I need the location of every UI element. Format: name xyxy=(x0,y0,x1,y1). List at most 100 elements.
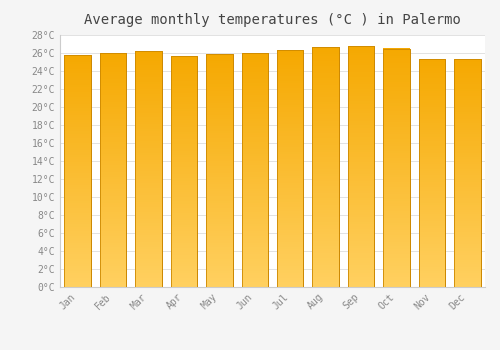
Bar xyxy=(170,162,197,164)
Bar xyxy=(454,241,480,244)
Bar xyxy=(242,219,268,222)
Bar xyxy=(206,70,233,72)
Bar xyxy=(136,91,162,94)
Bar xyxy=(418,100,445,103)
Bar xyxy=(277,195,303,197)
Bar xyxy=(418,148,445,150)
Bar xyxy=(312,83,339,85)
Bar xyxy=(206,208,233,210)
Bar xyxy=(418,105,445,107)
Bar xyxy=(383,201,409,203)
Bar xyxy=(170,146,197,148)
Bar xyxy=(206,222,233,224)
Bar xyxy=(277,157,303,159)
Bar xyxy=(454,148,480,150)
Bar xyxy=(206,110,233,112)
Bar xyxy=(277,192,303,195)
Bar xyxy=(100,203,126,205)
Bar xyxy=(64,87,91,90)
Bar xyxy=(170,259,197,261)
Bar xyxy=(100,86,126,88)
Bar xyxy=(383,77,409,79)
Bar xyxy=(277,50,303,287)
Bar xyxy=(383,89,409,91)
Bar xyxy=(100,238,126,240)
Bar xyxy=(418,59,445,62)
Bar xyxy=(136,68,162,70)
Bar xyxy=(383,58,409,61)
Bar xyxy=(206,159,233,161)
Bar xyxy=(206,142,233,145)
Bar xyxy=(312,112,339,114)
Bar xyxy=(312,179,339,181)
Bar xyxy=(100,90,126,93)
Bar xyxy=(170,201,197,204)
Bar xyxy=(170,134,197,136)
Bar xyxy=(454,237,480,239)
Bar xyxy=(383,282,409,285)
Bar xyxy=(348,224,374,227)
Bar xyxy=(348,200,374,203)
Bar xyxy=(100,247,126,250)
Bar xyxy=(454,134,480,137)
Bar xyxy=(312,47,339,49)
Bar xyxy=(242,119,268,121)
Bar xyxy=(64,275,91,278)
Bar xyxy=(136,268,162,271)
Bar xyxy=(64,180,91,182)
Bar xyxy=(64,236,91,238)
Bar xyxy=(383,103,409,106)
Bar xyxy=(100,149,126,151)
Bar xyxy=(242,81,268,83)
Bar xyxy=(170,218,197,220)
Bar xyxy=(206,112,233,114)
Bar xyxy=(312,217,339,220)
Bar xyxy=(277,218,303,221)
Bar xyxy=(170,208,197,211)
Bar xyxy=(206,96,233,98)
Bar xyxy=(170,227,197,229)
Bar xyxy=(206,107,233,110)
Bar xyxy=(312,150,339,153)
Bar xyxy=(64,111,91,113)
Bar xyxy=(312,145,339,148)
Bar xyxy=(242,175,268,177)
Bar xyxy=(170,104,197,107)
Bar xyxy=(206,91,233,93)
Bar xyxy=(64,210,91,213)
Bar xyxy=(206,245,233,247)
Bar xyxy=(170,120,197,123)
Bar xyxy=(454,146,480,148)
Bar xyxy=(136,148,162,150)
Bar xyxy=(277,181,303,183)
Bar xyxy=(454,66,480,68)
Bar xyxy=(100,53,126,287)
Bar xyxy=(242,168,268,170)
Bar xyxy=(454,59,480,287)
Bar xyxy=(383,111,409,113)
Bar xyxy=(454,171,480,173)
Bar xyxy=(170,248,197,250)
Bar xyxy=(348,244,374,246)
Bar xyxy=(206,114,233,117)
Bar xyxy=(206,131,233,133)
Bar xyxy=(170,273,197,275)
Bar xyxy=(136,249,162,252)
Bar xyxy=(242,236,268,238)
Bar xyxy=(206,93,233,96)
Bar xyxy=(383,216,409,218)
Bar xyxy=(64,259,91,261)
Bar xyxy=(277,64,303,67)
Bar xyxy=(170,183,197,185)
Bar xyxy=(206,168,233,170)
Bar xyxy=(312,109,339,112)
Bar xyxy=(277,244,303,247)
Bar xyxy=(348,260,374,263)
Bar xyxy=(348,135,374,138)
Bar xyxy=(348,205,374,208)
Bar xyxy=(206,126,233,128)
Bar xyxy=(277,57,303,60)
Bar xyxy=(242,105,268,107)
Bar xyxy=(383,228,409,230)
Bar xyxy=(242,67,268,69)
